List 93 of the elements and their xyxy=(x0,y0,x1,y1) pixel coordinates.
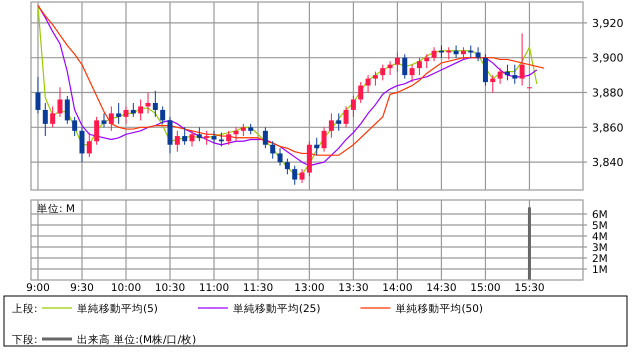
candlestick xyxy=(160,106,166,124)
candlestick xyxy=(424,54,430,69)
candlestick xyxy=(438,45,444,58)
candlestick xyxy=(394,52,400,72)
x-tick-label: 15:30 xyxy=(514,282,545,294)
candlestick xyxy=(336,112,342,132)
candlestick xyxy=(322,126,327,152)
candlestick xyxy=(344,106,349,128)
candlestick xyxy=(196,126,202,142)
y-tick-label: 3,840 xyxy=(592,156,624,170)
candlestick xyxy=(454,45,459,58)
candlestick xyxy=(240,123,246,137)
candlestick xyxy=(520,32,525,86)
candlestick xyxy=(314,137,320,156)
y-tick-label: 3,880 xyxy=(592,86,624,100)
candlestick xyxy=(490,74,496,94)
x-tick-label: 14:00 xyxy=(382,282,413,294)
candlestick xyxy=(35,76,40,114)
x-tick-label: 13:00 xyxy=(294,282,325,294)
candlestick xyxy=(94,116,100,146)
candlestick xyxy=(278,148,283,166)
candlestick xyxy=(358,82,364,104)
x-tick-label: 15:00 xyxy=(470,282,501,294)
candlestick xyxy=(262,126,268,149)
candlestick xyxy=(101,112,106,128)
candlestick xyxy=(152,90,158,118)
legend-label: 単純移動平均(25) xyxy=(232,303,320,315)
candlestick xyxy=(432,46,437,62)
candlestick xyxy=(218,132,224,147)
y-tick-label: 3,920 xyxy=(592,16,624,30)
candlestick xyxy=(372,71,378,86)
x-tick-label: 10:00 xyxy=(110,282,142,294)
x-tick-label: 10:30 xyxy=(154,282,186,294)
candlestick xyxy=(108,106,114,132)
candlestick xyxy=(498,68,503,84)
candlestick xyxy=(410,64,415,83)
candlestick xyxy=(328,112,334,138)
candlestick xyxy=(446,46,452,60)
candlestick xyxy=(79,126,84,163)
candlestick xyxy=(116,102,122,124)
candlestick xyxy=(366,74,371,94)
candlestick xyxy=(42,102,48,137)
candlestick xyxy=(292,165,298,186)
candlestick xyxy=(123,106,128,124)
candlestick xyxy=(182,126,188,146)
candlestick xyxy=(57,86,62,118)
x-tick-label: 11:00 xyxy=(198,282,230,294)
legend-title: 下段: xyxy=(12,334,38,346)
candlestick xyxy=(248,123,254,135)
x-tick-label: 14:30 xyxy=(426,282,457,294)
y-tick-label: 5M xyxy=(592,220,608,232)
candlestick xyxy=(86,132,92,158)
x-tick-label: 11:30 xyxy=(242,282,274,294)
legend-label: 単純移動平均(50) xyxy=(395,303,483,315)
candlestick xyxy=(64,96,70,124)
candlestick xyxy=(226,130,232,146)
candlestick xyxy=(380,64,386,81)
y-axis-title: 単位: M xyxy=(37,203,75,215)
candlestick xyxy=(204,130,210,146)
candlestick xyxy=(284,158,290,175)
y-tick-label: 6M xyxy=(592,208,608,221)
candlestick xyxy=(146,92,150,114)
x-tick-label: 9:00 xyxy=(26,282,50,294)
candlestick xyxy=(138,98,144,121)
y-tick-label: 4M xyxy=(592,230,608,243)
legend-label: 単純移動平均(5) xyxy=(77,303,158,315)
y-tick-label: 3M xyxy=(592,242,608,254)
candlestick xyxy=(460,46,466,60)
candlestick xyxy=(512,64,518,84)
legend-title: 上段: xyxy=(12,302,38,315)
candlestick xyxy=(476,46,481,62)
y-tick-label: 3,900 xyxy=(592,52,624,65)
candlestick xyxy=(130,102,136,118)
candlestick xyxy=(402,54,408,80)
candlestick xyxy=(270,140,276,160)
y-tick-label: 1M xyxy=(592,264,608,276)
x-tick-label: 9:30 xyxy=(70,282,94,294)
legend-label: 出来高 単位:(M株/口/枚) xyxy=(77,333,196,346)
candlestick xyxy=(388,60,393,76)
candlestick xyxy=(72,116,78,137)
candlestick xyxy=(174,130,180,152)
y-tick-label: 3,860 xyxy=(592,121,624,134)
candlestick xyxy=(212,130,217,144)
candlestick xyxy=(350,96,356,118)
y-tick-label: 2M xyxy=(592,252,608,265)
candlestick xyxy=(416,57,422,76)
candlestick xyxy=(50,106,56,128)
x-tick-label: 13:30 xyxy=(338,282,369,294)
candlestick xyxy=(468,45,474,58)
candlestick xyxy=(234,126,239,142)
candlestick xyxy=(504,64,510,81)
candlestick xyxy=(300,168,305,184)
candlestick xyxy=(190,130,195,147)
